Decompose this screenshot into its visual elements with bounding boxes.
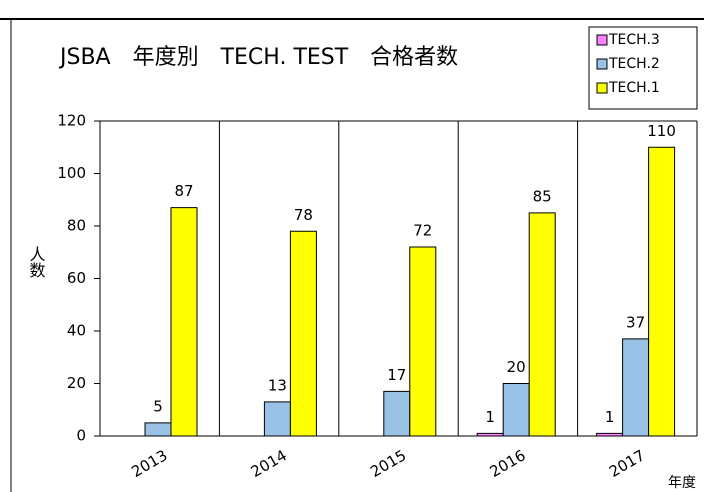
y-tick-label: 20: [67, 374, 86, 392]
value-label: 110: [647, 122, 676, 140]
bar: [144, 422, 172, 437]
y-tick-label: 120: [57, 112, 86, 130]
x-tick-label: 2016: [487, 446, 529, 481]
chart-title: JSBA 年度別 TECH. TEST 合格者数: [58, 45, 458, 70]
x-axis-label: 年度: [668, 475, 696, 491]
value-label: 1: [485, 408, 495, 426]
bar: [528, 212, 556, 437]
legend-label: TECH.1: [608, 80, 660, 96]
value-label: 37: [626, 313, 645, 331]
bar: [622, 338, 650, 437]
x-tick-label: 2017: [606, 446, 648, 481]
y-tick-label: 0: [76, 427, 86, 445]
value-label: 85: [533, 187, 552, 205]
y-tick-label: 60: [67, 269, 86, 287]
bar: [648, 146, 676, 437]
bar: [502, 383, 530, 437]
legend-swatch: [596, 58, 608, 70]
value-label: 13: [268, 376, 287, 394]
value-label: 17: [387, 366, 406, 384]
value-label: 72: [413, 222, 432, 240]
value-label: 1: [605, 408, 615, 426]
legend-label: TECH.2: [608, 56, 660, 72]
x-tick-label: 2013: [128, 446, 170, 481]
bar: [383, 390, 411, 437]
bar: [170, 207, 198, 437]
value-label: 5: [153, 397, 163, 415]
y-tick-label: 40: [67, 322, 86, 340]
x-tick-label: 2015: [367, 446, 409, 481]
x-tick-label: 2014: [248, 446, 290, 481]
bar: [263, 401, 291, 437]
bar: [596, 432, 624, 437]
legend-swatch: [596, 34, 608, 46]
bar: [409, 246, 437, 437]
bar: [476, 432, 504, 437]
y-tick-label: 100: [57, 164, 86, 182]
legend-swatch: [596, 82, 608, 94]
value-label: 20: [507, 358, 526, 376]
value-label: 78: [294, 206, 313, 224]
legend-label: TECH.3: [608, 32, 660, 48]
bar: [289, 230, 317, 437]
value-label: 87: [174, 182, 193, 200]
y-axis-label: 人数: [27, 246, 46, 278]
y-tick-label: 80: [67, 217, 86, 235]
